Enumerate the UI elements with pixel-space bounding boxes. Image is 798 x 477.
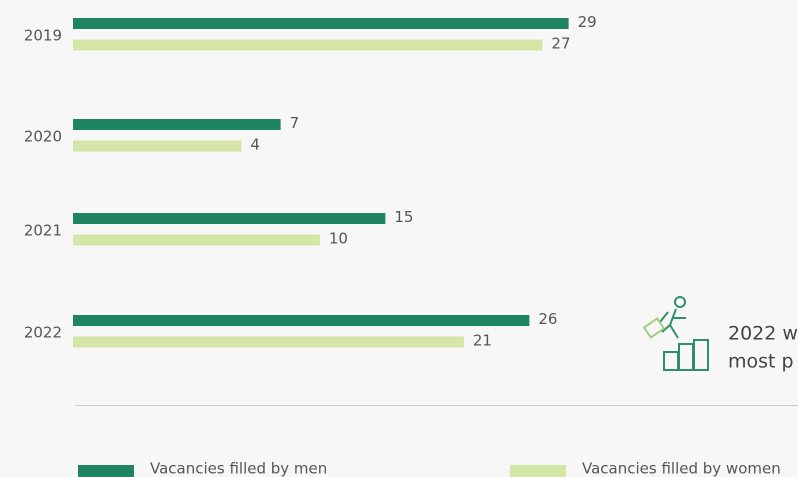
value-label: 27 <box>551 35 570 53</box>
category-label: 2021 <box>24 222 62 240</box>
value-label: 10 <box>329 230 348 248</box>
annotation: most p <box>728 351 794 373</box>
bar <box>73 140 242 152</box>
legend-label: Vacancies filled by men <box>150 460 327 477</box>
category-label: 2020 <box>24 128 62 146</box>
bar <box>73 18 569 29</box>
legend-swatch <box>78 465 134 477</box>
value-label: 21 <box>473 332 492 350</box>
bar <box>73 119 281 130</box>
value-label: 4 <box>250 136 260 154</box>
bar <box>73 315 530 326</box>
value-label: 7 <box>290 114 300 132</box>
bar <box>73 336 464 348</box>
value-label: 26 <box>538 310 557 328</box>
icon <box>642 296 709 371</box>
bar <box>73 39 543 51</box>
legend-label: Vacancies filled by women <box>582 460 781 477</box>
annotation: 2022 w <box>728 323 798 345</box>
category-label: 2019 <box>24 27 62 45</box>
legend-swatch <box>510 465 566 477</box>
value-label: 29 <box>578 13 597 31</box>
value-label: 15 <box>394 208 413 226</box>
bar <box>73 213 386 224</box>
bar <box>73 234 320 246</box>
category-label: 2022 <box>24 324 62 342</box>
